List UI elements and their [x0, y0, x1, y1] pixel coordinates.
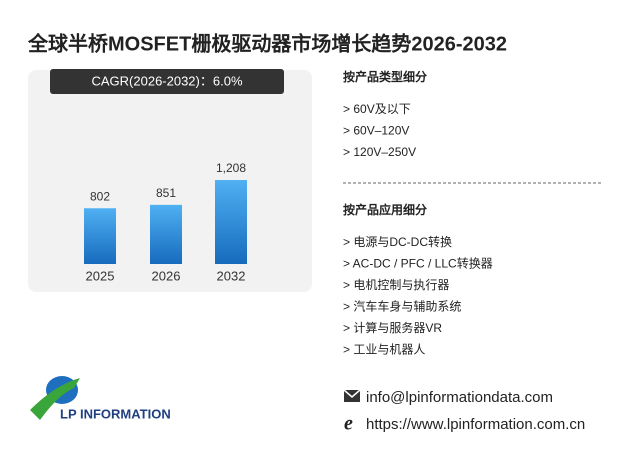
value-label: 1,208 [216, 161, 246, 175]
section-item: > AC-DC / PFC / LLC转换器 [343, 256, 493, 271]
title: 全球半桥MOSFET栅极驱动器市场增长趋势2026-2032 [27, 31, 507, 55]
logo-text: LP INFORMATION [60, 406, 171, 421]
value-label: 851 [156, 186, 176, 200]
section-item: > 电机控制与执行器 [343, 278, 449, 292]
x-tick-label: 2026 [152, 268, 181, 283]
email: info@lpinformationdata.com [366, 389, 553, 406]
section-item: > 电源与DC-DC转换 [343, 234, 452, 249]
section-item: > 60V–120V [343, 124, 409, 138]
cagr-text: CAGR(2026-2032)：6.0% [91, 73, 242, 88]
mail-icon-flap [343, 389, 361, 398]
website: https://www.lpinformation.com.cn [366, 416, 585, 433]
web-icon: e [344, 413, 353, 435]
bar [84, 208, 116, 264]
cagr-banner [50, 69, 284, 94]
x-tick-label: 2025 [86, 268, 115, 283]
section-heading: 按产品类型细分 [343, 69, 427, 84]
section-item: > 计算与服务器VR [343, 320, 442, 335]
section-heading: 按产品应用细分 [343, 202, 427, 217]
bar [215, 180, 247, 264]
logo-swoosh [30, 378, 80, 420]
value-label: 802 [90, 189, 110, 203]
bar [150, 204, 182, 264]
logo: LP INFORMATION [30, 376, 171, 421]
section-item: > 汽车车身与辅助系统 [343, 299, 461, 314]
section-item: > 工业与机器人 [343, 343, 425, 357]
section-item: > 120V–250V [343, 145, 416, 159]
x-tick-label: 2032 [217, 268, 246, 283]
section-item: > 60V及以下 [343, 102, 411, 116]
